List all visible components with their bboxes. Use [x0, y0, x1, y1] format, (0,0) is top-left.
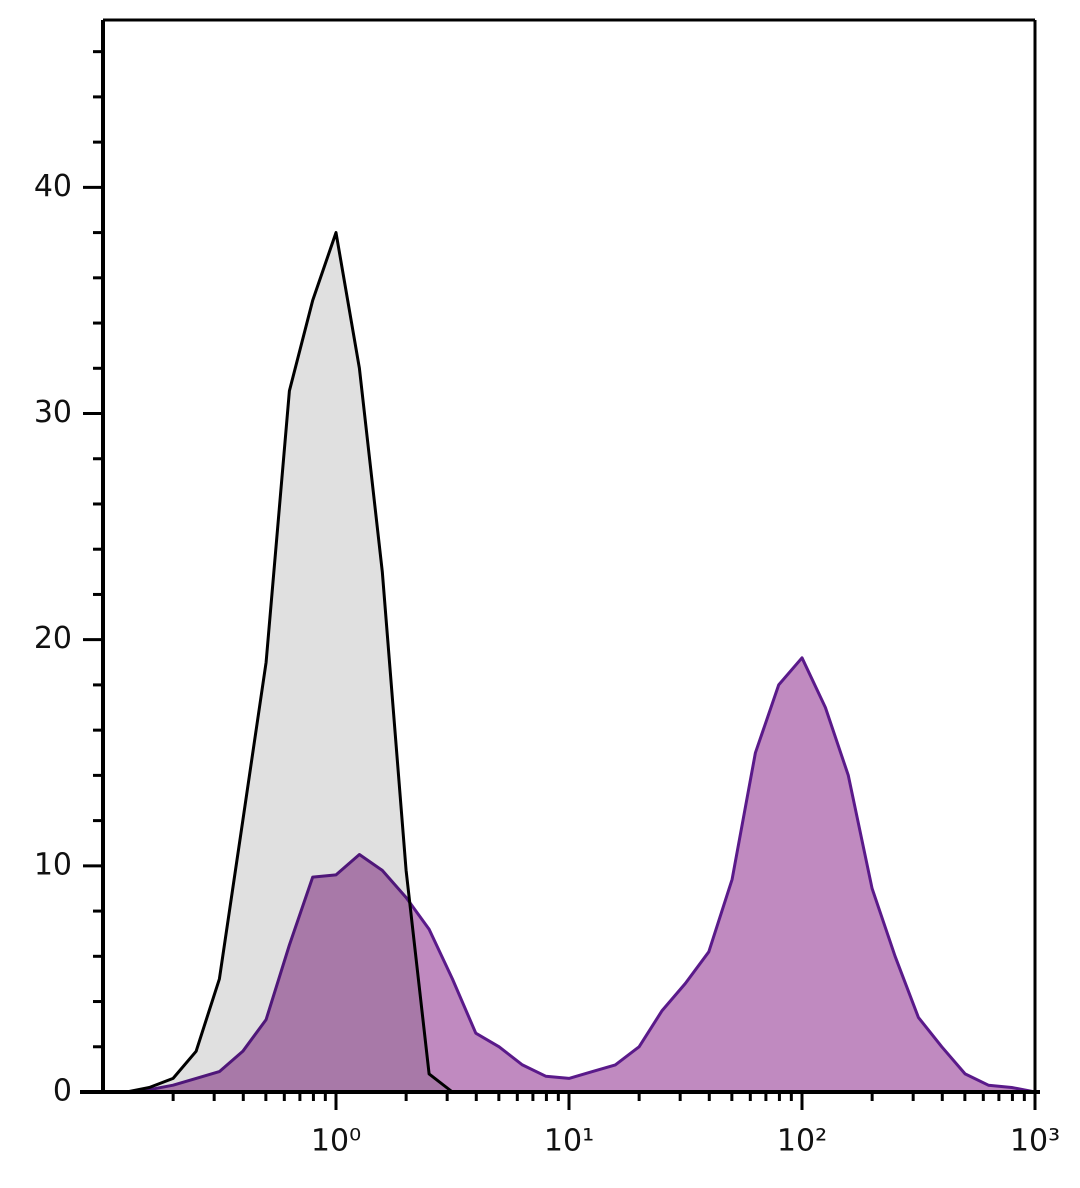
y-tick-label: 0 — [53, 1074, 72, 1109]
x-tick-label: 10² — [777, 1124, 827, 1159]
y-tick-label: 30 — [34, 395, 72, 430]
histogram-area — [101, 656, 1037, 1094]
y-tick-label: 20 — [34, 621, 72, 656]
y-tick-label: 10 — [34, 847, 72, 882]
y-tick-label: 40 — [34, 169, 72, 204]
x-tick-label: 10³ — [1010, 1124, 1060, 1159]
x-tick-label: 10⁰ — [311, 1124, 361, 1159]
x-tick-label: 10¹ — [544, 1124, 594, 1159]
